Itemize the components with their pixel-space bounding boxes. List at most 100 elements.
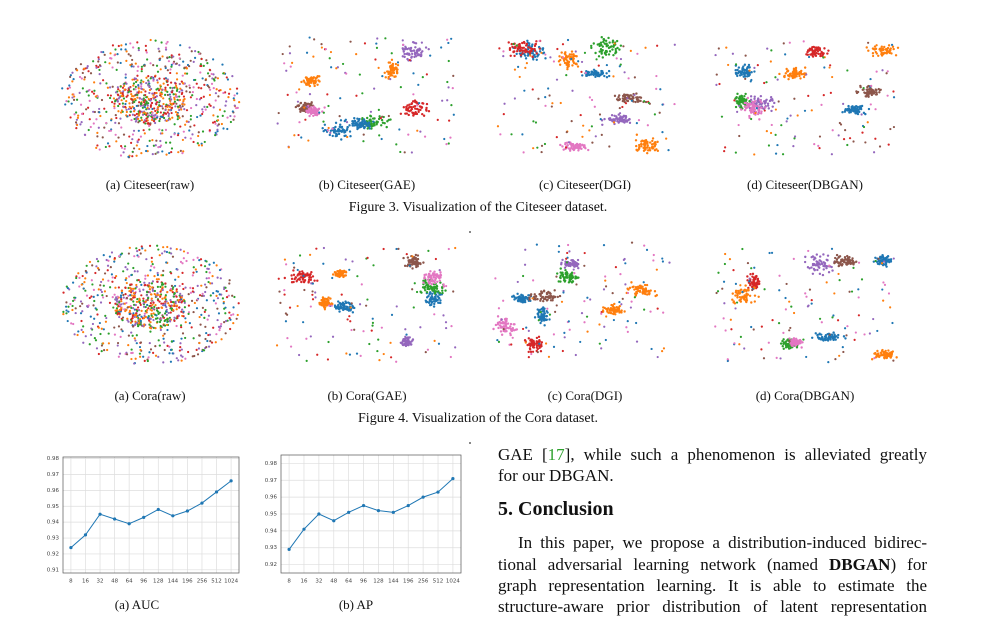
tsne-dot bbox=[180, 310, 183, 313]
tsne-dot bbox=[74, 307, 77, 310]
tsne-dot bbox=[152, 326, 155, 329]
tsne-dot bbox=[149, 304, 152, 307]
tsne-dot bbox=[185, 120, 188, 123]
tsne-dot bbox=[160, 317, 163, 320]
tsne-dot bbox=[97, 260, 100, 263]
tsne-dot bbox=[416, 54, 420, 57]
tsne-dot bbox=[98, 73, 101, 76]
tsne-dot bbox=[130, 357, 133, 361]
tsne-dot bbox=[112, 97, 116, 100]
tsne-dot bbox=[87, 70, 90, 73]
tsne-dot bbox=[79, 63, 83, 66]
tsne-dot bbox=[206, 105, 209, 109]
tsne-dot bbox=[634, 287, 638, 291]
tsne-dot bbox=[521, 295, 524, 298]
tsne-dot bbox=[111, 85, 114, 88]
tsne-dot bbox=[528, 298, 531, 301]
tsne-dot bbox=[179, 125, 182, 128]
tsne-dot bbox=[196, 298, 199, 301]
tsne-dot bbox=[151, 139, 154, 142]
tsne-dot bbox=[524, 295, 528, 299]
tsne-dot bbox=[878, 91, 881, 94]
tsne-dot bbox=[235, 87, 239, 90]
tsne-dot bbox=[748, 100, 751, 103]
tsne-dot bbox=[874, 47, 878, 51]
tsne-dot bbox=[883, 45, 886, 49]
tsne-dot bbox=[331, 276, 334, 280]
tsne-dot bbox=[525, 326, 528, 329]
tsne-dot bbox=[72, 281, 75, 284]
tsne-dot bbox=[71, 308, 74, 312]
tsne-dot bbox=[818, 147, 821, 150]
tsne-dot bbox=[173, 100, 177, 103]
tsne-dot bbox=[648, 146, 651, 150]
tsne-dot bbox=[206, 72, 210, 75]
tsne-dot bbox=[551, 299, 554, 302]
tsne-dot bbox=[212, 326, 215, 329]
tsne-dot bbox=[311, 293, 314, 296]
tsne-dot bbox=[308, 274, 312, 277]
tsne-dot bbox=[405, 105, 408, 109]
tsne-dot bbox=[159, 285, 162, 288]
tsne-dot bbox=[111, 280, 114, 283]
tsne-dot bbox=[152, 94, 155, 97]
tsne-dot bbox=[503, 102, 506, 105]
tsne-dot bbox=[890, 43, 894, 46]
tsne-dot bbox=[643, 100, 646, 103]
tsne-dot bbox=[604, 307, 608, 311]
tsne-dot bbox=[135, 283, 138, 287]
tsne-dot bbox=[326, 358, 330, 361]
tsne-dot bbox=[116, 341, 120, 345]
tsne-dot bbox=[539, 299, 542, 302]
tsne-dot bbox=[208, 129, 211, 132]
tsne-dot bbox=[220, 322, 223, 326]
tsne-dot bbox=[205, 59, 208, 62]
tsne-dot bbox=[181, 332, 185, 335]
tsne-dot bbox=[604, 39, 608, 43]
tsne-dot bbox=[152, 78, 155, 81]
tsne-dot bbox=[214, 302, 217, 305]
tsne-dot bbox=[142, 88, 145, 91]
tsne-dot bbox=[786, 117, 789, 120]
tsne-dot bbox=[530, 352, 533, 356]
tsne-dot bbox=[577, 266, 580, 270]
tsne-dot bbox=[133, 114, 136, 117]
tsne-dot bbox=[166, 111, 169, 114]
tsne-dot bbox=[75, 69, 79, 72]
tsne-dot bbox=[371, 321, 375, 324]
tsne-dot bbox=[581, 135, 584, 138]
tsne-dot bbox=[94, 271, 97, 275]
tsne-dot bbox=[142, 97, 145, 100]
tsne-dot bbox=[326, 302, 330, 306]
tsne-dot bbox=[607, 36, 610, 40]
tsne-dot bbox=[173, 292, 176, 295]
tsne-dot bbox=[173, 96, 176, 99]
tsne-dot bbox=[202, 294, 205, 297]
tsne-dot bbox=[860, 113, 863, 116]
tsne-dot bbox=[309, 253, 312, 256]
tsne-dot bbox=[120, 298, 123, 301]
tsne-dot bbox=[111, 66, 114, 69]
tsne-dot bbox=[743, 63, 747, 66]
tsne-dot bbox=[154, 144, 157, 147]
tsne-dot bbox=[203, 310, 206, 313]
tsne-dot bbox=[296, 100, 300, 103]
tsne-dot bbox=[439, 299, 442, 302]
tsne-dot bbox=[134, 85, 137, 88]
tsne-dot bbox=[136, 141, 139, 144]
tsne-dot bbox=[170, 106, 174, 109]
tsne-dot bbox=[361, 125, 365, 128]
tsne-dot bbox=[641, 289, 645, 293]
tsne-dot bbox=[145, 100, 148, 103]
tsne-dot bbox=[147, 356, 150, 359]
tsne-dot bbox=[150, 264, 153, 268]
tsne-dot bbox=[229, 327, 232, 331]
tsne-dot bbox=[150, 260, 153, 263]
tsne-dot bbox=[809, 53, 812, 56]
tsne-dot bbox=[429, 54, 432, 57]
tsne-dot bbox=[590, 46, 593, 50]
tsne-dot bbox=[180, 359, 183, 362]
tsne-dot bbox=[75, 111, 78, 114]
tsne-dot bbox=[366, 298, 369, 301]
tsne-dot bbox=[180, 80, 183, 83]
